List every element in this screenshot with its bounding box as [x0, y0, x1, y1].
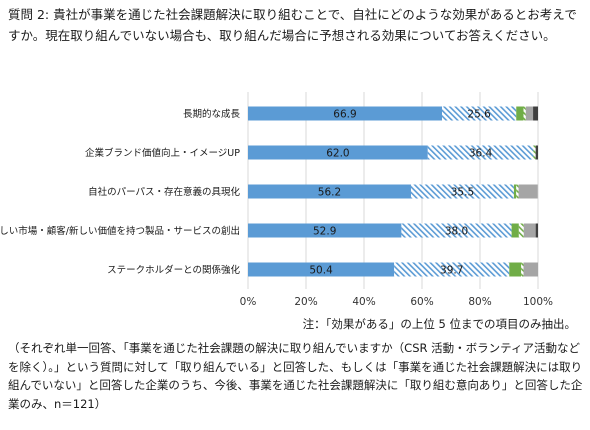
- question-text: 質問 2: 貴社が事業を通じた社会課題解決に取り組むことで、自社にどのような効果…: [8, 7, 577, 43]
- category-label: 長期的な成長: [183, 108, 241, 120]
- bar-segment: [523, 262, 538, 277]
- data-label: 56.2: [318, 187, 341, 199]
- bar-segment: [248, 184, 411, 199]
- bar-segment: [521, 262, 524, 277]
- category-label: 新しい市場・顧客/新しい価値を持つ製品・サービスの創出: [0, 225, 240, 237]
- bar-segment: [513, 184, 517, 199]
- bar-segment: [523, 223, 536, 238]
- data-label: 38.0: [445, 226, 468, 238]
- x-tick-label: 60%: [410, 296, 433, 308]
- bar-segment: [511, 223, 519, 238]
- data-label: 66.9: [333, 109, 356, 121]
- footnote-text: （それぞれ単一回答、「事業を通じた社会課題の解決に取り組んでいますか（CSR 活…: [8, 341, 583, 411]
- bar-segment: [533, 106, 538, 121]
- bar-segment: [248, 223, 402, 238]
- bar-segment: [410, 184, 514, 199]
- note-text: 注：「効果がある」の上位 5 位までの項目のみ抽出。: [302, 317, 576, 331]
- bar-segment: [523, 106, 526, 121]
- bar-segment: [525, 106, 534, 121]
- bar-segment: [427, 145, 534, 160]
- bar-segment: [442, 106, 517, 121]
- bars: 66.9 25.6 62.0 36.4 56.2 35.5 52.9 38.0 50.4 39.7: [248, 106, 538, 277]
- x-tick-label: 100%: [523, 296, 553, 308]
- bar-segment: [533, 145, 536, 160]
- bar-segment: [516, 184, 519, 199]
- category-label: 企業ブランド価値向上・イメージUP: [85, 147, 240, 159]
- data-label: 62.0: [326, 148, 349, 160]
- bar-segment: [401, 223, 512, 238]
- bar-segment: [394, 262, 510, 277]
- x-tick-label: 20%: [294, 296, 317, 308]
- x-tick-label: 0%: [240, 296, 257, 308]
- bar-segment: [518, 223, 524, 238]
- bar-segment: [518, 184, 538, 199]
- data-label: 52.9: [313, 226, 336, 238]
- category-label: ステークホルダーとの関係強化: [107, 264, 240, 276]
- x-tick-label: 80%: [468, 296, 491, 308]
- x-tick-label: 40%: [352, 296, 375, 308]
- bar-segment: [248, 262, 395, 277]
- bar-segment: [248, 145, 428, 160]
- stacked-bar-chart: 66.9 25.6 62.0 36.4 56.2 35.5 52.9 38.0 50.4 39.7…: [0, 92, 553, 308]
- bar-segment: [535, 145, 538, 160]
- data-label: 35.5: [451, 187, 474, 199]
- data-label: 39.7: [440, 265, 463, 277]
- data-label: 50.4: [309, 265, 333, 277]
- bar-segment: [248, 106, 443, 121]
- bar-segment: [509, 262, 522, 277]
- bar-segment: [516, 106, 524, 121]
- data-label: 25.6: [467, 109, 491, 121]
- bar-segment: [535, 223, 538, 238]
- x-axis-ticks: 0% 20% 40% 60% 80% 100%: [240, 296, 553, 308]
- data-label: 36.4: [469, 148, 493, 160]
- category-label: 自社のパーパス・存在意義の具現化: [88, 186, 240, 198]
